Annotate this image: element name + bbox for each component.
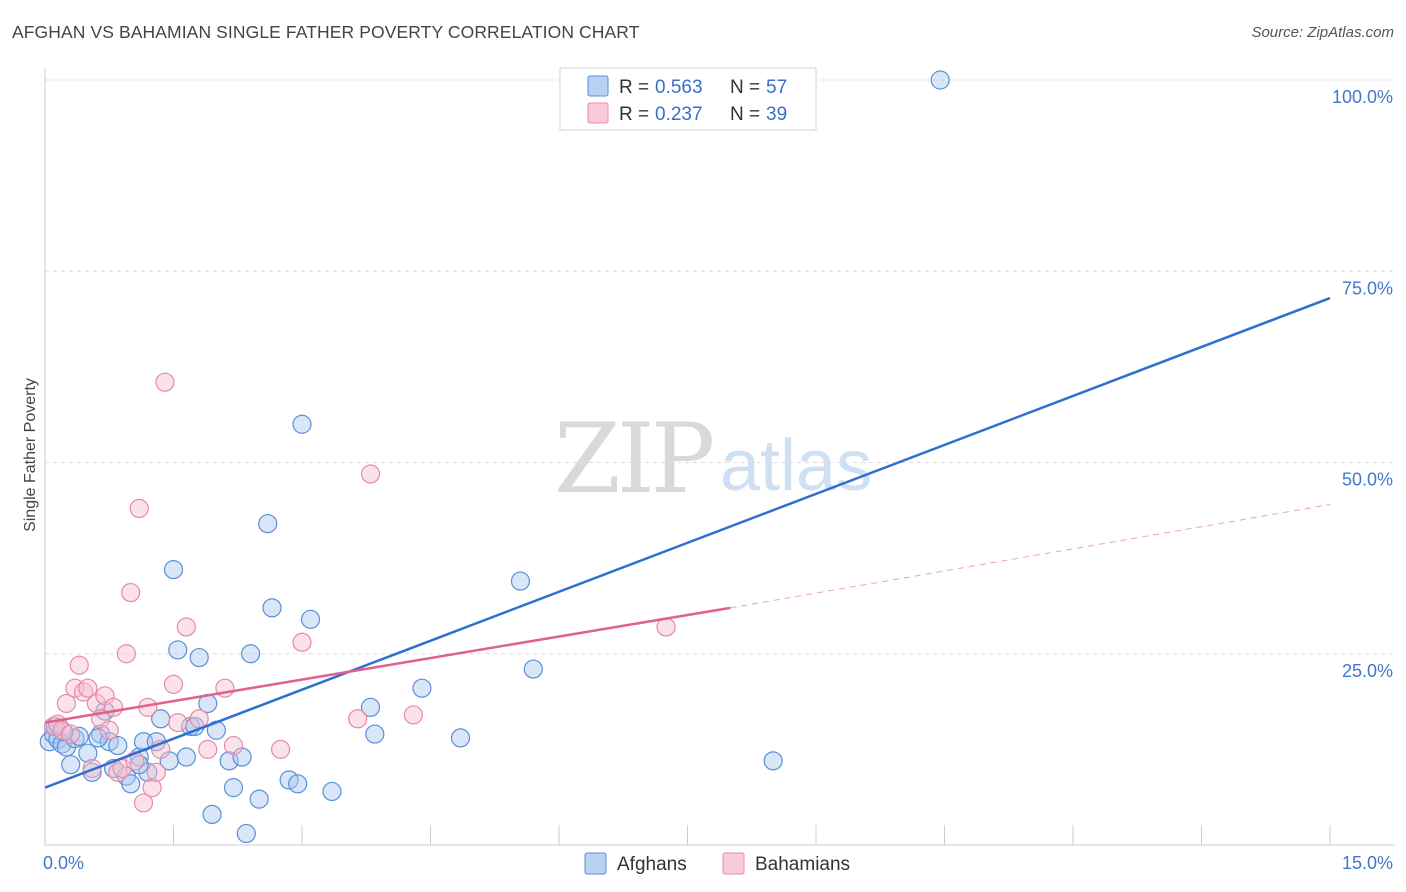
bahamians-point-34 [270,739,291,759]
bahamians-points [43,372,676,813]
afghans-point-30 [219,751,239,771]
watermark-zip: ZIP [554,403,713,515]
bahamians-point-20 [129,498,149,518]
watermark-atlas: atlas [720,426,872,506]
bottom-legend-afghans: Afghans [617,854,687,875]
legend-n-afghans: 57 [766,77,787,98]
y-tick-label-25: 25.0% [1342,661,1393,681]
bahamians-point-37 [360,464,381,484]
afghans-point-47 [510,571,531,591]
gridlines [45,79,1395,655]
afghans-point-46 [450,728,471,748]
afghans-point-22 [163,559,184,580]
afghans-point-5 [61,755,81,775]
bahamians-point-8 [78,678,98,698]
afghans-point-37 [262,598,282,618]
chart-title: AFGHAN VS BAHAMIAN SINGLE FATHER POVERTY… [12,22,640,42]
legend-swatch-bahamians [587,102,609,124]
bahamians-point-24 [146,762,166,782]
afghans-point-48 [523,659,543,679]
axes [44,68,1395,846]
bahamians-point-28 [168,712,188,733]
afghans-point-45 [412,678,432,698]
bahamians-point-38 [403,705,423,725]
legend-r-afghans: 0.563 [655,77,703,98]
trendlines [44,296,1331,789]
afghans-point-35 [249,789,269,809]
afghans-point-40 [292,414,312,434]
afghans-point-43 [360,697,381,717]
bottom-legend: Afghans Bahamians [584,852,850,875]
x-tick-label-max: 15.0% [1342,853,1393,873]
y-tick-label-100: 100.0% [1332,87,1393,107]
y-axis-label: Single Father Poverty [22,378,39,532]
y-tick-labels: 25.0% 50.0% 75.0% 100.0% [1332,87,1393,681]
legend-swatch-afghans [587,75,609,97]
bahamians-point-35 [292,632,312,652]
bahamians-point-4 [61,724,81,744]
legend-r-label-bahamians: R = [619,104,649,125]
afghans-point-16 [121,774,141,794]
afghans-point-8 [78,743,98,763]
x-tick-label-min: 0.0% [43,853,84,873]
bahamians-point-29 [176,617,196,637]
legend-box: R = 0.563 N = 57 R = 0.237 N = 39 [559,67,817,131]
bahamians-point-3 [56,693,77,714]
bahamians-point-6 [69,655,89,675]
afghans-point-41 [300,609,321,629]
afghans-trendline [44,296,1331,789]
legend-n-label-bahamians: N = [730,104,760,125]
afghans-point-28 [202,804,222,825]
bahamians-point-36 [348,709,368,729]
afghans-point-34 [241,644,261,664]
afghans-point-36 [258,514,278,534]
bottom-legend-swatch-bahamians [722,852,745,875]
bahamians-point-14 [103,697,124,717]
afghans-point-49 [763,751,783,771]
bahamians-point-18 [121,582,141,603]
bottom-legend-bahamians: Bahamians [755,854,850,875]
bahamians-point-33 [223,735,244,756]
y-tick-label-75: 75.0% [1342,278,1393,298]
afghans-point-26 [189,647,209,668]
bottom-legend-swatch-afghans [584,852,607,875]
afghans-point-14 [108,735,128,756]
legend-r-bahamians: 0.237 [655,104,703,125]
afghans-point-42 [322,781,342,802]
bahamians-point-23 [142,778,162,798]
bahamians-point-26 [155,372,175,392]
bahamians-point-31 [198,739,218,759]
bahamians-point-13 [99,720,119,740]
watermark: ZIP atlas [554,403,872,515]
bahamians-point-27 [163,674,184,694]
afghans-point-39 [288,774,308,794]
bahamians-point-21 [133,793,154,813]
bahamians-trendline-extension [730,504,1331,609]
afghans-point-23 [168,640,188,660]
afghans-point-53 [88,728,108,748]
bahamians-point-30 [189,709,209,729]
afghans-point-50 [930,70,950,90]
x-tick-labels: 0.0% 15.0% [43,853,1393,873]
legend-r-label-afghans: R = [619,77,649,98]
bahamians-point-17 [116,644,136,664]
afghans-point-31 [223,778,244,798]
legend-n-bahamians: 39 [766,104,787,125]
chart-source: Source: ZipAtlas.com [1251,24,1394,41]
legend-n-label-afghans: N = [730,77,760,98]
bahamians-trendline [44,606,731,724]
afghans-point-24 [176,747,196,767]
y-tick-label-50: 50.0% [1342,470,1393,490]
afghans-point-44 [365,724,385,744]
afghans-point-33 [236,823,256,844]
